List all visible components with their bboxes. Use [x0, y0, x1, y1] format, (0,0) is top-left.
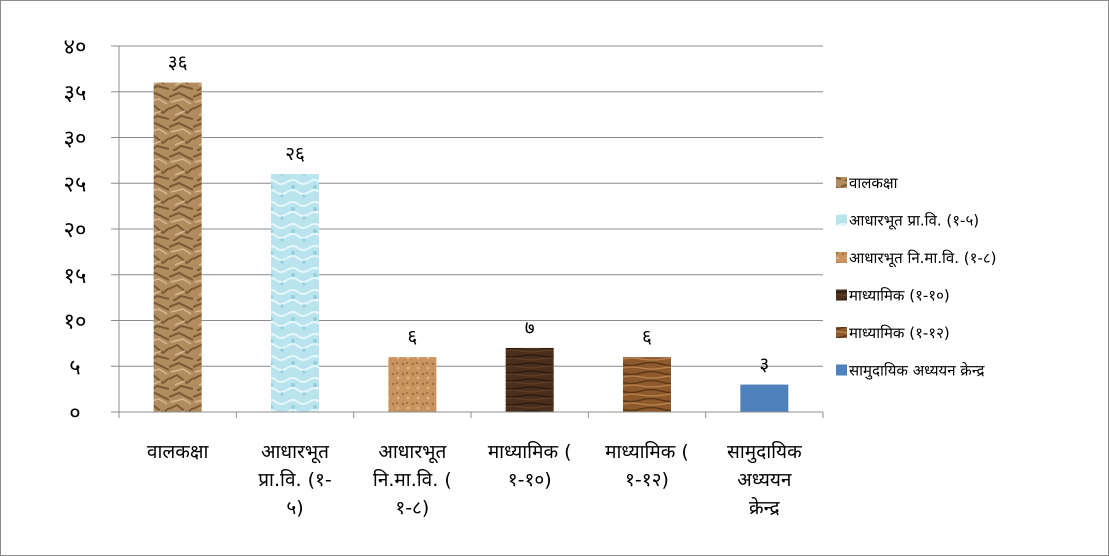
x-axis: वालकक्षा आधारभूत प्रा.वि. (१- ५) आधारभूत नि.म… — [111, 46, 824, 519]
y-tick-label: ३५ — [64, 81, 87, 106]
x-tick-label: वालकक्षा — [147, 441, 210, 463]
y-tick-label: १० — [64, 310, 87, 335]
legend-swatch — [836, 327, 847, 338]
x-tick-label: ५) — [286, 497, 303, 519]
x-tick-label: १-१०) — [508, 469, 552, 491]
x-tick-label: प्रा.वि. (१- — [258, 468, 331, 491]
legend-swatch — [836, 177, 847, 188]
gridlines — [111, 45, 823, 367]
data-label: ३ — [759, 354, 769, 376]
legend-entry: सामुदायिक अध्ययन क्रेन्द्र — [849, 362, 985, 381]
bars — [153, 82, 789, 412]
legend-swatch — [836, 289, 847, 301]
data-label: ३६ — [168, 52, 188, 74]
legend: वालकक्षा आधारभूत प्रा.वि. (१-५) आधारभूत नि… — [836, 174, 997, 381]
y-tick-label: ० — [69, 401, 80, 426]
bar — [153, 82, 202, 412]
y-tick-label: २० — [64, 218, 87, 243]
y-axis-ticks: ० ५ १० १५ २० २५ ३० ३५ ४० — [64, 35, 87, 426]
y-tick-label: १५ — [64, 264, 87, 289]
x-tick-label: सामुदायिक — [727, 440, 802, 464]
y-tick-label: ५ — [69, 355, 80, 380]
y-tick-label: ३० — [64, 127, 87, 152]
legend-entry: आधारभूत प्रा.वि. (१-५) — [849, 212, 979, 231]
y-tick-label: २५ — [64, 172, 87, 197]
y-tick-label: ४० — [64, 35, 87, 60]
x-tick-label: नि.मा.वि. ( — [373, 468, 452, 491]
x-tick-label: १-८) — [395, 497, 429, 519]
bar — [505, 347, 554, 412]
bar — [388, 357, 437, 412]
x-tick-label: माध्यामिक ( — [605, 440, 689, 463]
legend-entry: माध्यामिक (१-१०) — [849, 287, 950, 305]
legend-swatch — [836, 214, 847, 226]
x-tick-label: आधारभूत — [378, 441, 447, 464]
x-tick-label: माध्यामिक ( — [488, 440, 572, 463]
bar — [740, 384, 789, 412]
bar — [623, 357, 671, 412]
legend-entry: आधारभूत नि.मा.वि. (१-८) — [849, 249, 997, 268]
data-label: २६ — [285, 143, 305, 165]
data-label: ६ — [642, 326, 652, 348]
x-tick-label: अध्ययन — [737, 469, 792, 491]
x-tick-label: १-१२) — [625, 469, 669, 491]
x-tick-label: क्रेन्द्र — [749, 496, 780, 519]
bar — [271, 174, 319, 412]
legend-swatch — [836, 364, 847, 376]
data-label: ७ — [525, 317, 535, 339]
legend-swatch — [836, 252, 847, 263]
data-labels: ३६ २६ ६ ७ ६ ३ — [168, 52, 769, 376]
x-tick-label: आधारभूत — [261, 441, 330, 464]
legend-entry: वालकक्षा — [849, 174, 899, 192]
data-label: ६ — [407, 326, 417, 348]
legend-entry: माध्यामिक (१-१२) — [849, 324, 950, 342]
